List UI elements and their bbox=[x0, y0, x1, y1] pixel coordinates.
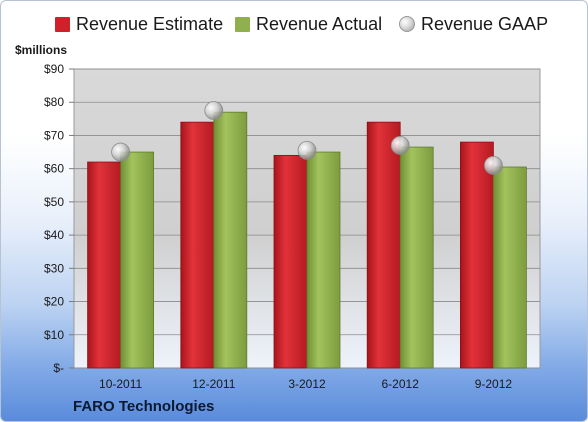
legend-label-revenue-estimate: Revenue Estimate bbox=[76, 13, 224, 34]
y-tick-label: $60 bbox=[44, 162, 64, 176]
x-tick-label: 9-2012 bbox=[475, 377, 513, 391]
x-tick-label: 12-2011 bbox=[192, 377, 235, 391]
bar-revenue-actual bbox=[306, 151, 341, 369]
y-tick-label: $20 bbox=[44, 295, 64, 309]
y-axis-units-label: $millions bbox=[15, 43, 68, 57]
bar-revenue-actual bbox=[399, 146, 434, 369]
x-tick-label: 10-2011 bbox=[99, 377, 142, 391]
x-axis-ticks: 10-2011 12-2011 3-2012 6-2012 9-2012 bbox=[99, 377, 512, 391]
gaap-markers bbox=[111, 101, 503, 175]
legend-swatch-revenue-estimate bbox=[55, 16, 70, 32]
legend-label-revenue-actual: Revenue Actual bbox=[256, 13, 383, 34]
x-tick-label: 6-2012 bbox=[382, 377, 420, 391]
legend-swatch-revenue-actual bbox=[235, 16, 250, 32]
y-tick-label: $50 bbox=[44, 195, 64, 209]
marker-revenue-gaap bbox=[390, 136, 410, 155]
y-tick-label: $30 bbox=[44, 261, 64, 275]
y-tick-label: $40 bbox=[44, 228, 64, 242]
company-name: FARO Technologies bbox=[73, 398, 215, 415]
bar-revenue-estimate bbox=[180, 121, 215, 369]
bar-revenue-actual bbox=[213, 111, 248, 369]
y-tick-label: $70 bbox=[44, 128, 64, 142]
y-axis-ticks: $- $10 $20 $30 $40 $50 $60 $70 $80 $90 bbox=[44, 62, 74, 375]
bar-revenue-estimate bbox=[366, 121, 401, 369]
legend: Revenue Estimate Revenue Actual Revenue … bbox=[1, 11, 587, 37]
legend-marker-revenue-gaap bbox=[399, 16, 415, 32]
bar-revenue-estimate bbox=[273, 154, 308, 369]
y-tick-label: $- bbox=[53, 361, 64, 375]
marker-revenue-gaap bbox=[111, 142, 130, 162]
bar-revenue-estimate bbox=[459, 141, 494, 369]
legend-item-revenue-actual: Revenue Actual bbox=[235, 11, 382, 37]
bars bbox=[87, 111, 527, 369]
bar-revenue-estimate bbox=[87, 161, 121, 369]
y-tick-label: $90 bbox=[44, 62, 64, 76]
marker-revenue-gaap bbox=[204, 101, 224, 120]
bar-revenue-actual bbox=[492, 166, 527, 369]
y-tick-label: $80 bbox=[44, 95, 64, 109]
bar-revenue-actual bbox=[120, 151, 154, 369]
legend-item-revenue-gaap: Revenue GAAP bbox=[399, 11, 548, 37]
x-tick-label: 3-2012 bbox=[288, 377, 326, 391]
y-tick-label: $10 bbox=[44, 328, 64, 342]
legend-label-revenue-gaap: Revenue GAAP bbox=[421, 13, 549, 34]
marker-revenue-gaap bbox=[297, 140, 317, 160]
legend-item-revenue-estimate: Revenue Estimate bbox=[55, 11, 223, 37]
marker-revenue-gaap bbox=[483, 155, 503, 175]
